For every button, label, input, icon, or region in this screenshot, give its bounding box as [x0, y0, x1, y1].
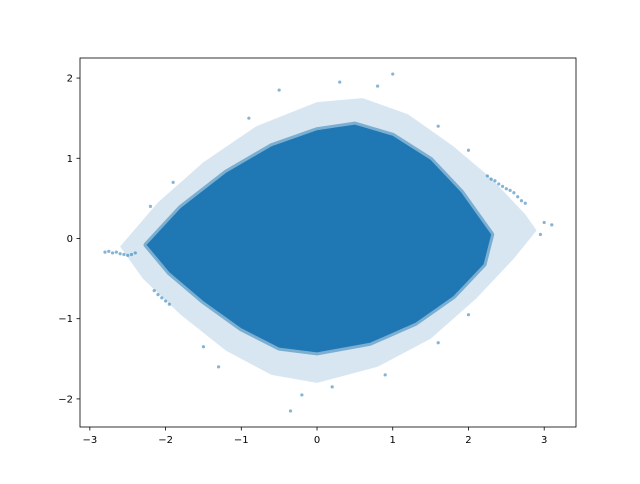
scatter-point — [247, 116, 251, 120]
x-tick-label: 1 — [390, 435, 396, 446]
scatter-point — [466, 313, 471, 317]
scatter-point — [489, 177, 493, 181]
scatter-point — [376, 84, 380, 88]
scatter-point — [497, 182, 501, 186]
x-tick-label: 3 — [541, 435, 547, 446]
plot-marks — [103, 72, 554, 413]
scatter-point — [538, 232, 543, 237]
scatter-point — [550, 223, 554, 227]
scatter-point — [523, 201, 527, 205]
x-tick-label: 0 — [314, 435, 320, 446]
scatter-point — [338, 80, 342, 84]
scatter-point — [107, 249, 111, 253]
scatter-point — [167, 302, 171, 306]
x-tick-label: 2 — [465, 435, 471, 446]
scatter-point — [152, 289, 156, 293]
plot-frame — [79, 57, 577, 428]
scatter-point — [171, 180, 175, 184]
scatter-point — [216, 365, 221, 369]
x-tick-label: −3 — [82, 435, 97, 446]
scatter-point — [110, 251, 115, 255]
scatter-point — [466, 148, 471, 152]
scatter-point — [485, 174, 490, 178]
y-tick-label: 2 — [67, 74, 73, 85]
scatter-point — [103, 250, 107, 254]
y-axis: −2 −1 0 1 2 — [58, 74, 80, 405]
scatter-point — [330, 385, 334, 389]
scatter-point — [542, 220, 546, 225]
scatter-point — [160, 296, 164, 300]
scatter-point — [277, 88, 281, 92]
scatter-point — [519, 199, 524, 203]
scatter-point — [201, 345, 206, 349]
scatter-point — [163, 299, 168, 303]
y-tick-label: −1 — [58, 314, 73, 325]
scatter-point — [148, 204, 153, 209]
scatter-point — [516, 195, 520, 199]
scatter-point — [436, 341, 440, 345]
scatter-point — [391, 72, 395, 76]
x-tick-label: −1 — [234, 435, 249, 446]
scatter-point — [122, 252, 126, 257]
scatter-point — [126, 253, 130, 257]
y-tick-label: 0 — [67, 234, 73, 245]
scatter-point — [493, 179, 497, 183]
scatter-point — [436, 124, 440, 128]
dense-region — [143, 121, 495, 356]
scatter-point — [504, 187, 508, 191]
scatter-point — [508, 188, 512, 192]
y-tick-label: −2 — [58, 394, 73, 405]
scatter-point — [500, 184, 505, 188]
scatter-point — [383, 373, 387, 377]
x-axis: −3 −2 −1 0 1 2 3 — [82, 427, 547, 446]
scatter-point — [133, 251, 137, 255]
scatter-point — [288, 409, 293, 413]
y-tick-label: 1 — [67, 154, 73, 165]
x-tick-label: −2 — [158, 435, 173, 446]
scatter-point — [512, 191, 516, 195]
scatter-point — [300, 393, 304, 397]
scatter-point — [129, 252, 134, 257]
scatter-point — [114, 250, 118, 254]
scatter-point — [156, 293, 160, 297]
scatter-point — [118, 252, 122, 256]
